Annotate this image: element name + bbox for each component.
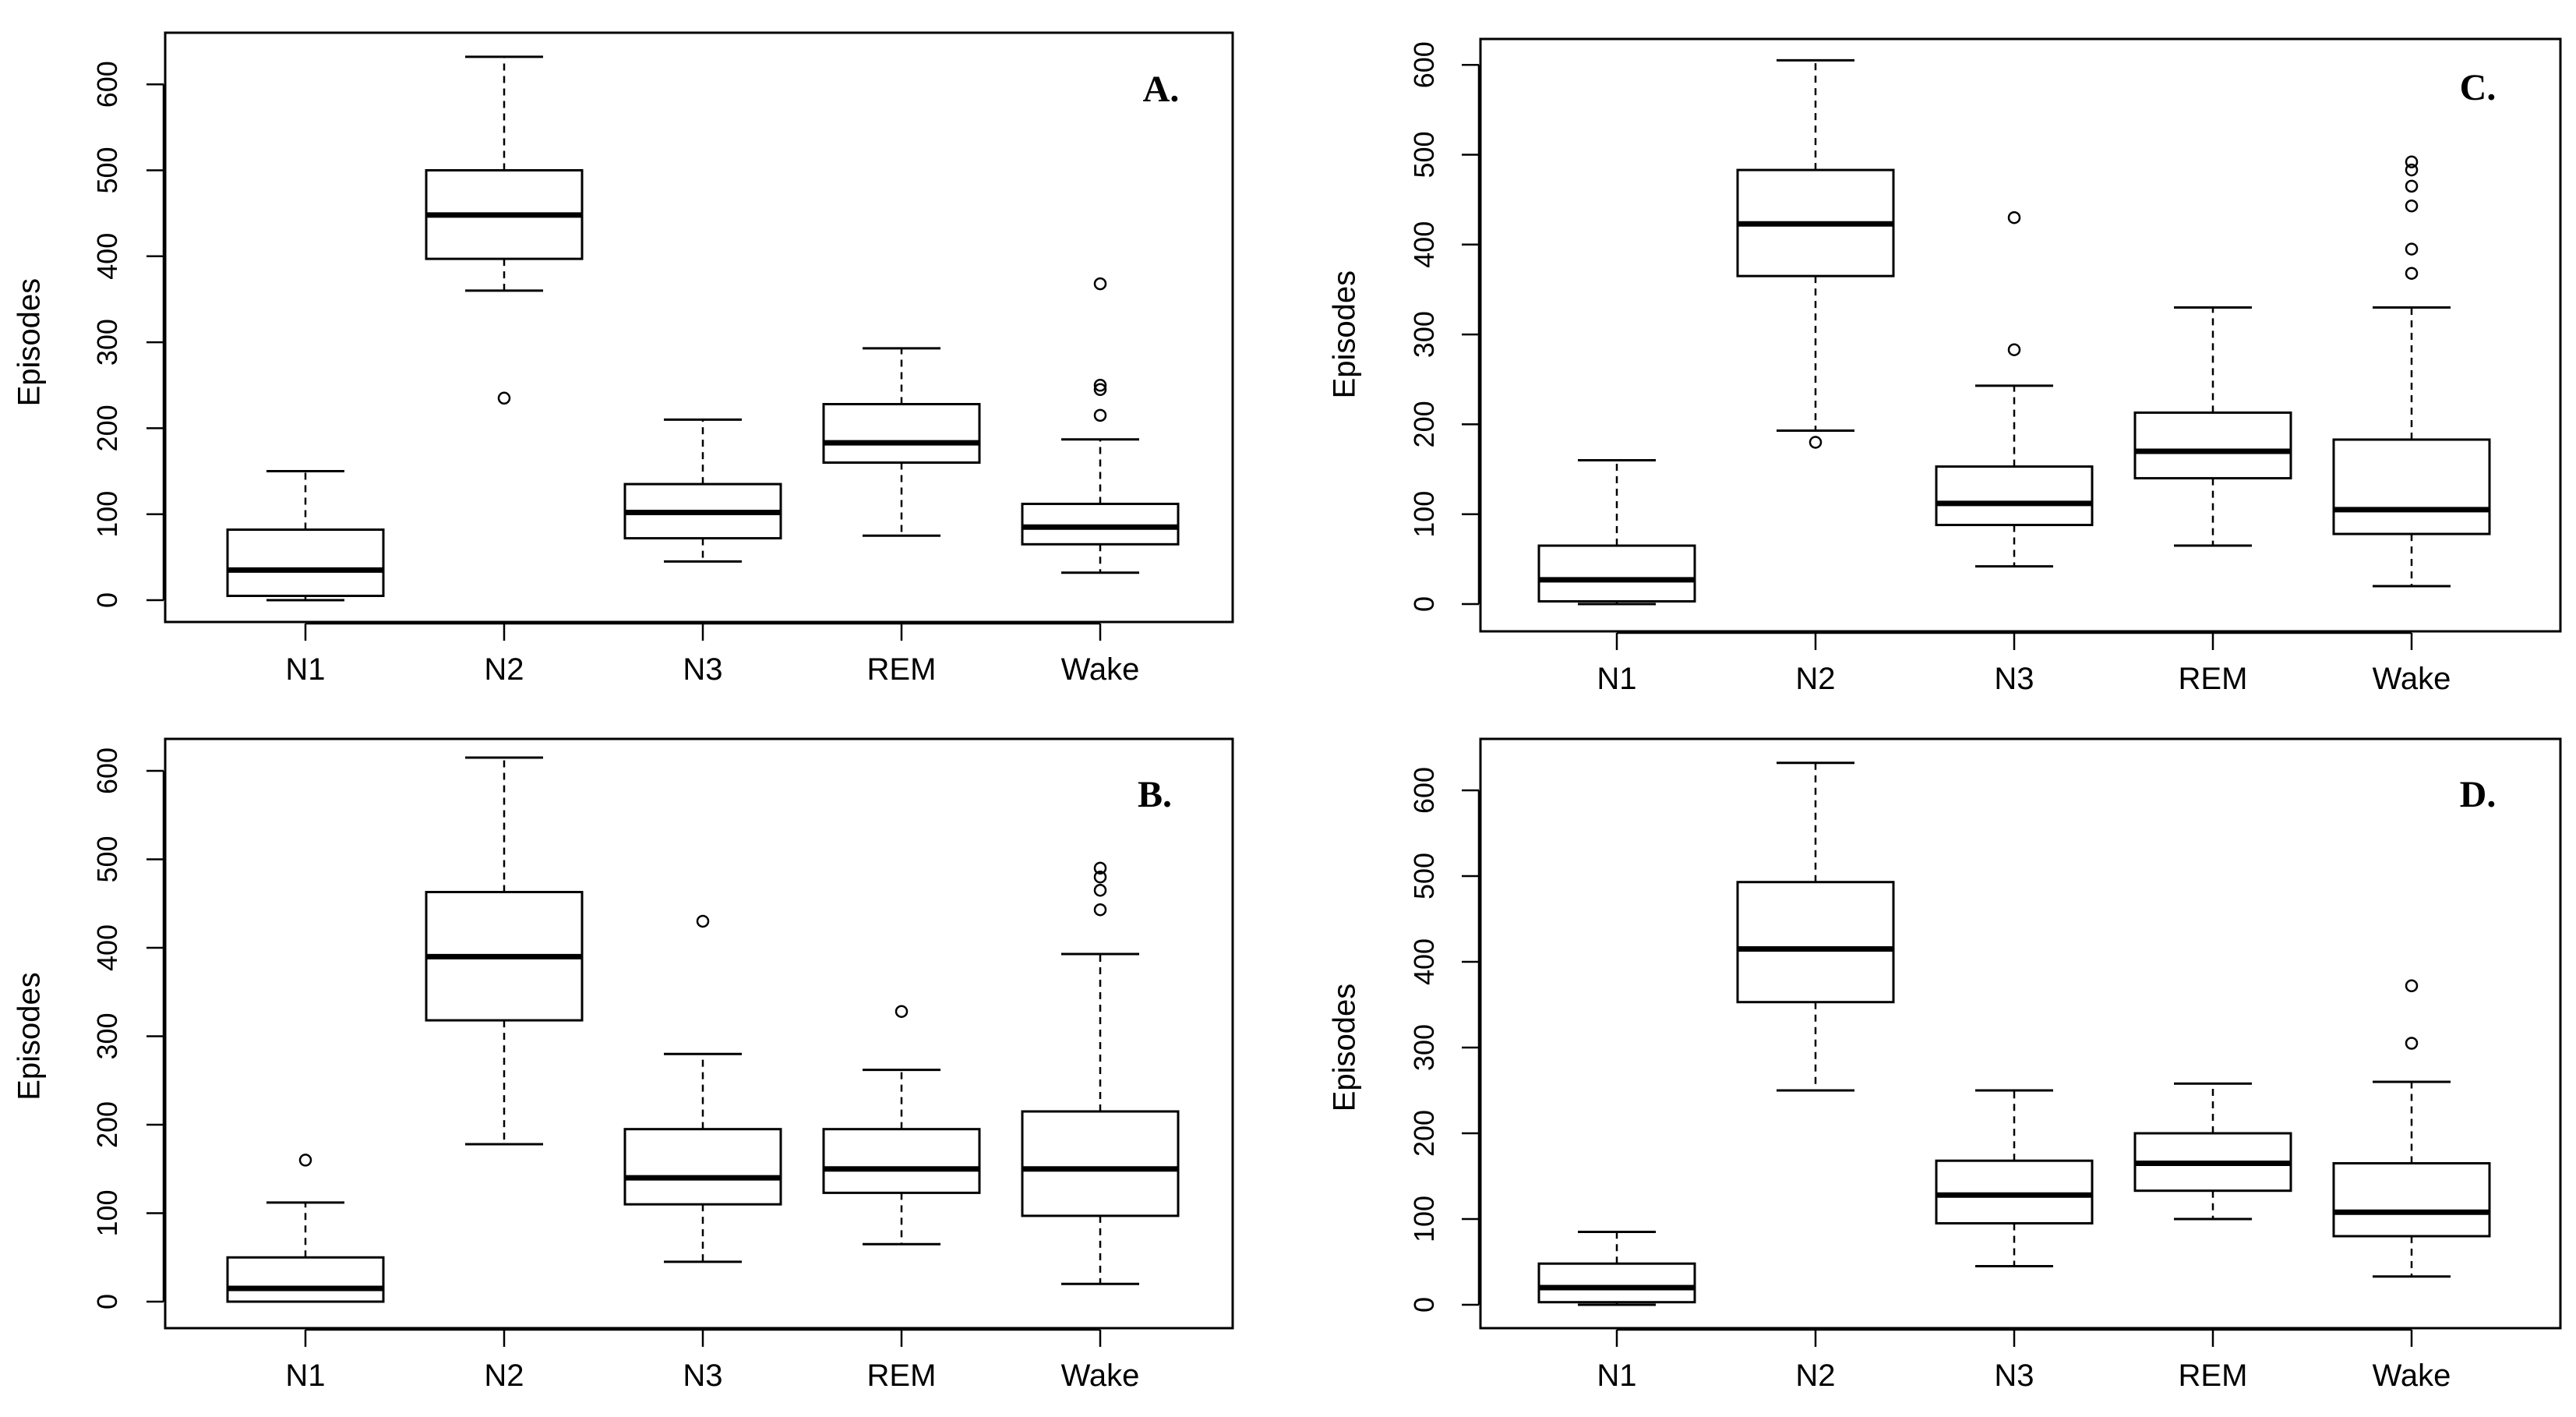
panel-2-outlier-Wake — [2405, 199, 2419, 213]
panel-3-outlier-Wake — [1093, 883, 1107, 897]
panel-3-x-tick-label: REM — [867, 1359, 937, 1393]
panel-1-outlier-Wake — [1093, 408, 1107, 422]
panel-4-y-tick-label: 0 — [1408, 1297, 1440, 1313]
panel-3-outlier-REM — [895, 1005, 909, 1018]
panel-3-letter: B. — [1138, 774, 1172, 815]
panel-3-outlier-Wake — [1093, 861, 1107, 875]
panel-4-y-tick-label: 200 — [1408, 1110, 1440, 1157]
panel-1-box-REM — [822, 403, 981, 465]
panel-4-y-tick-label: 600 — [1408, 767, 1440, 814]
panel-3-x-tick-label: N3 — [683, 1359, 722, 1393]
panel-2-outlier-N2 — [1808, 436, 1823, 449]
panel-3-y-tick-label: 400 — [91, 924, 123, 971]
panel-1-y-tick-label: 0 — [91, 592, 123, 608]
panel-4-box-Wake — [2332, 1162, 2491, 1238]
panel-2-box-N3 — [1935, 465, 2094, 527]
panel-1-y-tick-label: 100 — [91, 491, 123, 538]
panel-3-outlier-Wake — [1093, 870, 1107, 884]
panel-2-frame — [1479, 37, 2562, 633]
panel-4-x-tick-label: Wake — [2373, 1359, 2451, 1393]
panel-2-x-tick-label: N3 — [1994, 662, 2034, 696]
panel-1-y-tick-label: 400 — [91, 233, 123, 280]
panel-2-x-tick-label: REM — [2179, 662, 2248, 696]
panel-1-x-tick-label: N1 — [285, 652, 325, 687]
panel-2-outlier-Wake — [2405, 267, 2419, 280]
panel-4-box-N3 — [1935, 1159, 2094, 1224]
panel-3-y-tick-label: 0 — [91, 1294, 123, 1309]
panel-1-letter: A. — [1143, 69, 1180, 110]
panel-1-x-tick-label: N2 — [484, 652, 524, 687]
panel-1-y-tick-label: 200 — [91, 405, 123, 451]
panel-1-outlier-Wake — [1093, 277, 1107, 291]
panel-2-box-REM — [2133, 411, 2292, 480]
panel-4-y-tick-label: 400 — [1408, 938, 1440, 985]
panel-2-outlier-N3 — [2007, 343, 2021, 356]
panel-4-x-tick-label: REM — [2179, 1359, 2248, 1393]
panel-1-box-Wake — [1021, 502, 1180, 546]
panel-2-x-tick-label: N2 — [1795, 662, 1835, 696]
panel-2-outlier-N3 — [2007, 210, 2021, 224]
panel-3-outlier-N1 — [298, 1154, 312, 1167]
panel-1-outlier-Wake — [1093, 379, 1107, 392]
panel-2-y-tick-label: 500 — [1408, 131, 1440, 178]
panel-1-outlier-N2 — [497, 391, 511, 405]
panel-4-frame — [1479, 737, 2562, 1330]
panel-2-y-tick-label: 0 — [1408, 596, 1440, 612]
panel-1-x-tick-label: REM — [867, 652, 937, 687]
panel-2-outlier-Wake — [2405, 155, 2419, 168]
panel-1-x-tick-label: Wake — [1061, 652, 1140, 687]
panel-4-y-tick-label: 300 — [1408, 1024, 1440, 1071]
panel-3-y-tick-label: 300 — [91, 1012, 123, 1059]
panel-4-letter: D. — [2460, 774, 2497, 815]
panel-3-outlier-Wake — [1093, 903, 1107, 917]
panel-3-y-tick-label: 600 — [91, 747, 123, 794]
panel-2-y-axis-title: Episodes — [1328, 270, 1362, 399]
panel-2-letter: C. — [2460, 67, 2497, 108]
panel-4-outlier-Wake — [2405, 979, 2419, 993]
panel-4-y-tick-label: 100 — [1408, 1196, 1440, 1242]
panel-3-outlier-N3 — [696, 914, 710, 928]
panel-2-box-Wake — [2332, 438, 2491, 535]
panel-3-box-N3 — [623, 1128, 782, 1206]
panel-2-outlier-Wake — [2405, 242, 2419, 256]
panel-3-box-REM — [822, 1128, 981, 1194]
panel-1-y-tick-label: 600 — [91, 61, 123, 108]
panel-4-box-N1 — [1537, 1262, 1696, 1304]
panel-2-y-tick-label: 100 — [1408, 491, 1440, 538]
panel-4-box-N2 — [1736, 881, 1895, 1004]
panel-4-y-axis-title: Episodes — [1328, 984, 1362, 1112]
panel-1-frame — [164, 31, 1234, 624]
panel-3-frame — [164, 737, 1234, 1330]
panel-3-box-Wake — [1021, 1110, 1180, 1217]
panel-3-y-axis-title: Episodes — [12, 972, 47, 1101]
panel-2-y-tick-label: 300 — [1408, 311, 1440, 358]
panel-2-y-tick-label: 400 — [1408, 221, 1440, 268]
panel-2-x-tick-label: N1 — [1597, 662, 1636, 696]
panel-1-y-tick-label: 300 — [91, 319, 123, 366]
panel-4-y-tick-label: 500 — [1408, 853, 1440, 899]
panel-2-outlier-Wake — [2405, 179, 2419, 193]
panel-1-y-axis-title: Episodes — [12, 278, 47, 407]
panel-4-x-tick-label: N2 — [1795, 1359, 1835, 1393]
panel-2-outlier-Wake — [2405, 163, 2419, 177]
panel-1-x-tick-label: N3 — [683, 652, 722, 687]
panel-1-outlier-Wake — [1093, 383, 1107, 397]
panel-4-x-tick-label: N1 — [1597, 1359, 1636, 1393]
panel-3-box-N1 — [226, 1256, 385, 1303]
panel-1-box-N1 — [226, 528, 385, 597]
panel-3-y-tick-label: 200 — [91, 1101, 123, 1148]
panel-3-y-tick-label: 100 — [91, 1189, 123, 1236]
panel-3-y-tick-label: 500 — [91, 836, 123, 882]
panel-4-x-tick-label: N3 — [1994, 1359, 2034, 1393]
panel-3-x-tick-label: N2 — [484, 1359, 524, 1393]
panel-2-y-tick-label: 600 — [1408, 41, 1440, 88]
panel-4-outlier-Wake — [2405, 1037, 2419, 1050]
panel-2-x-tick-label: Wake — [2373, 662, 2451, 696]
panel-3-x-tick-label: N1 — [285, 1359, 325, 1393]
panel-2-y-tick-label: 200 — [1408, 401, 1440, 447]
panel-1-y-tick-label: 500 — [91, 147, 123, 193]
panel-3-x-tick-label: Wake — [1061, 1359, 1140, 1393]
panel-2-box-N1 — [1537, 544, 1696, 603]
